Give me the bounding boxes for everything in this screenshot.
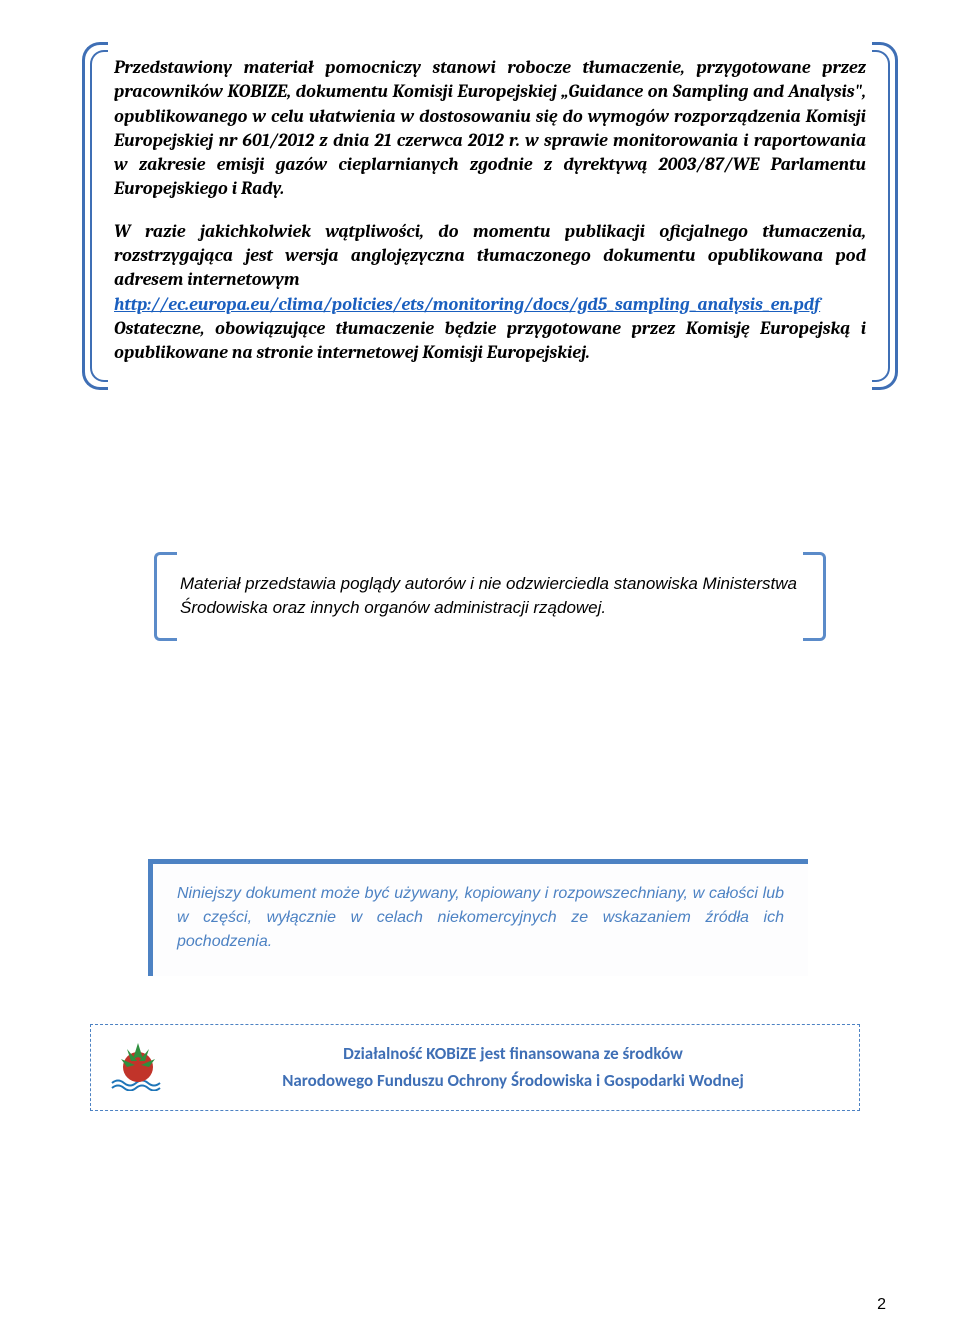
- bracket-decoration: [154, 552, 177, 641]
- intro-paragraph-1: Przedstawiony materiał pomocniczy stanow…: [114, 56, 866, 202]
- document-page: Przedstawiony materiał pomocniczy stanow…: [0, 0, 960, 1330]
- funding-box: Działalność KOBiZE jest finansowana ze ś…: [90, 1024, 860, 1111]
- intro-paragraph-2: W razie jakichkolwiek wątpliwości, do mo…: [114, 220, 866, 366]
- nfosigw-logo-icon: [109, 1039, 167, 1096]
- disclaimer-text: Materiał przedstawia poglądy autorów i n…: [180, 572, 800, 621]
- intro-p2-lead: W razie jakichkolwiek wątpliwości, do mo…: [114, 221, 866, 291]
- page-number: 2: [877, 1296, 886, 1314]
- intro-p3: Ostateczne, obowiązujące tłumaczenie będ…: [114, 318, 866, 363]
- bracket-decoration: [78, 42, 110, 390]
- bracket-decoration: [870, 42, 902, 390]
- bracket-decoration: [803, 552, 826, 641]
- intro-callout: Przedstawiony materiał pomocniczy stanow…: [90, 48, 890, 384]
- funding-line-2: Narodowego Funduszu Ochrony Środowiska i…: [185, 1070, 841, 1091]
- license-panel: Niniejszy dokument może być używany, kop…: [148, 859, 808, 976]
- license-text: Niniejszy dokument może być używany, kop…: [177, 882, 784, 954]
- funding-text: Działalność KOBiZE jest finansowana ze ś…: [185, 1043, 841, 1091]
- disclaimer-callout: Materiał przedstawia poglądy autorów i n…: [154, 554, 826, 639]
- funding-line-1: Działalność KOBiZE jest finansowana ze ś…: [185, 1043, 841, 1064]
- source-document-link[interactable]: http://ec.europa.eu/clima/policies/ets/m…: [114, 294, 820, 315]
